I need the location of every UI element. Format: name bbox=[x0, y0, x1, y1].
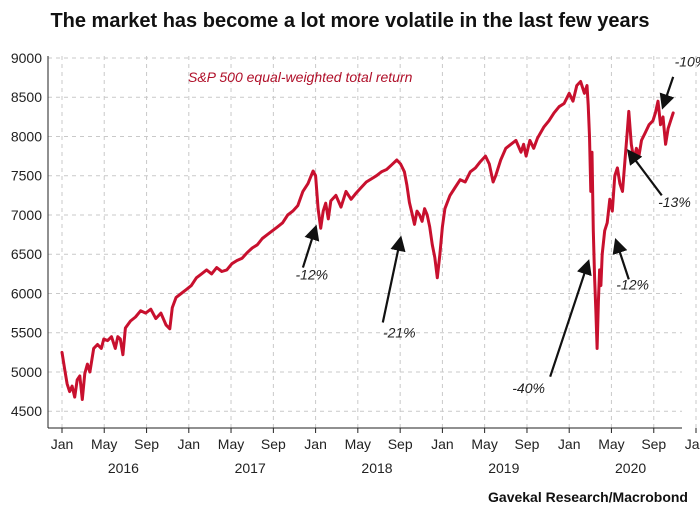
grid bbox=[48, 56, 697, 428]
annotation-label: -21% bbox=[383, 324, 416, 340]
x-tick-label: Jan bbox=[685, 436, 700, 452]
x-tick-label: Jan bbox=[431, 436, 454, 452]
annotation-label: -10% bbox=[675, 54, 700, 70]
y-tick-label: 6500 bbox=[11, 246, 42, 262]
y-tick-label: 5500 bbox=[11, 325, 42, 341]
x-year-label: 2020 bbox=[615, 460, 646, 476]
x-tick-label: May bbox=[598, 436, 624, 452]
x-year-label: 2017 bbox=[235, 460, 266, 476]
annotations: -12% -21% -40% -12% -13% -10% bbox=[295, 54, 700, 397]
annotation-arrow bbox=[659, 76, 675, 110]
annotation-arrow bbox=[381, 235, 406, 323]
annotation-label: -13% bbox=[658, 194, 691, 210]
chart-title: The market has become a lot more volatil… bbox=[50, 10, 649, 32]
y-tick-label: 4500 bbox=[11, 403, 42, 419]
y-tick-label: 8000 bbox=[11, 128, 42, 144]
x-tick-label: Sep bbox=[134, 436, 159, 452]
annotation-arrow bbox=[626, 148, 663, 197]
annotation-label: -40% bbox=[512, 380, 545, 396]
x-year-label: 2019 bbox=[488, 460, 519, 476]
y-tick-label: 7500 bbox=[11, 168, 42, 184]
legend-series-label: S&P 500 equal-weighted total return bbox=[188, 69, 413, 85]
x-tick-label: May bbox=[345, 436, 371, 452]
annotation-arrow bbox=[549, 259, 592, 378]
x-tick-label: Jan bbox=[304, 436, 327, 452]
axes: 4500 5000 5500 6000 6500 7000 7500 8000 8500 9000… bbox=[11, 50, 700, 476]
y-tick-label: 5000 bbox=[11, 364, 42, 380]
annotation-arrow bbox=[301, 224, 320, 268]
y-tick-label: 6000 bbox=[11, 285, 42, 301]
x-tick-label: Sep bbox=[261, 436, 286, 452]
x-year-label: 2016 bbox=[108, 460, 139, 476]
x-tick-label: Jan bbox=[558, 436, 581, 452]
annotation-arrow bbox=[612, 237, 630, 280]
x-tick-label: Jan bbox=[51, 436, 74, 452]
y-tick-label: 9000 bbox=[11, 50, 42, 66]
series-line bbox=[60, 80, 675, 401]
x-tick-label: May bbox=[218, 436, 244, 452]
x-tick-label: Sep bbox=[641, 436, 666, 452]
x-tick-label: Sep bbox=[388, 436, 413, 452]
x-tick-label: May bbox=[91, 436, 117, 452]
y-tick-label: 7000 bbox=[11, 207, 42, 223]
y-tick-label: 8500 bbox=[11, 89, 42, 105]
series bbox=[60, 80, 675, 401]
source-credit: Gavekal Research/Macrobond bbox=[488, 489, 688, 505]
x-tick-label: Jan bbox=[178, 436, 201, 452]
x-year-label: 2018 bbox=[361, 460, 392, 476]
annotation-label: -12% bbox=[616, 277, 649, 293]
annotation-label: -12% bbox=[295, 266, 328, 282]
x-tick-label: Sep bbox=[515, 436, 540, 452]
x-tick-label: May bbox=[471, 436, 497, 452]
